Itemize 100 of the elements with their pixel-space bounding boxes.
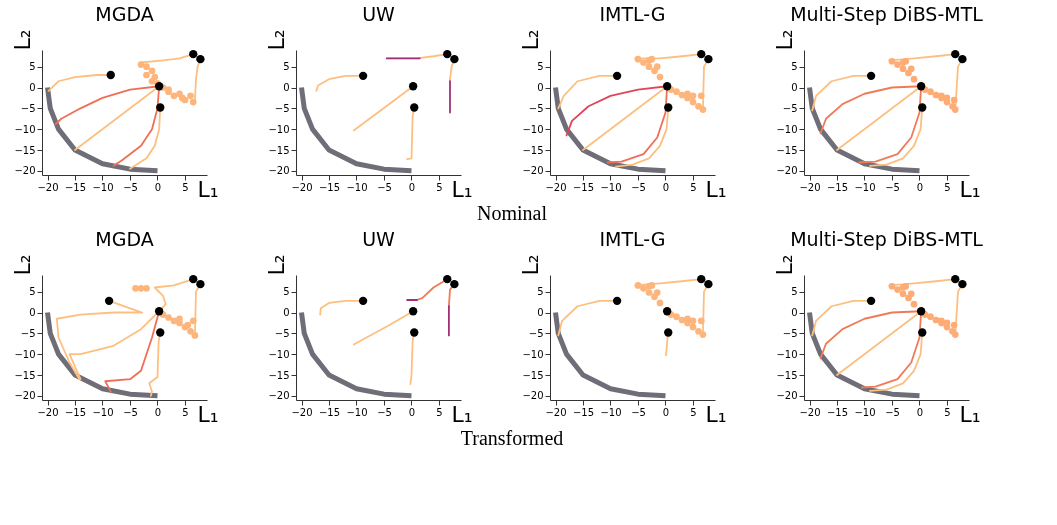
- y-tick-label: −5: [20, 102, 36, 114]
- x-tick-label: −10: [346, 406, 368, 418]
- chart-title: UW: [362, 2, 396, 25]
- y-tick-label: −10: [268, 348, 290, 360]
- x-tick-label: 0: [154, 181, 162, 193]
- x-tick-label: −10: [600, 406, 622, 418]
- y-tick-label: 5: [537, 286, 544, 298]
- x-tick-label: −20: [545, 181, 567, 193]
- chart-title: MGDA: [95, 2, 154, 25]
- y-axis-title: L₂: [263, 29, 289, 51]
- x-tick-label: 0: [662, 181, 670, 193]
- x-tick-label: −20: [799, 181, 821, 193]
- x-axis-title: L₁: [705, 401, 727, 427]
- y-tick-label: −10: [522, 123, 544, 135]
- x-tick-label: −20: [291, 181, 313, 193]
- x-axis-title: L₁: [451, 176, 473, 202]
- x-tick-label: −15: [318, 181, 341, 193]
- x-axis-title: L₁: [197, 401, 219, 427]
- y-tick-label: −15: [776, 369, 798, 381]
- y-tick-label: 0: [537, 82, 544, 93]
- y-tick-label: −15: [14, 144, 36, 156]
- x-tick-label: −5: [631, 406, 646, 418]
- y-tick-label: −5: [274, 327, 290, 339]
- x-tick-label: −20: [291, 406, 313, 418]
- y-axis-title: L₂: [517, 29, 543, 51]
- y-axis-title: L₂: [517, 254, 543, 276]
- x-tick-label: 5: [436, 181, 443, 193]
- x-tick-label: −10: [854, 181, 876, 193]
- y-axis-title: L₂: [9, 29, 35, 51]
- x-tick-label: −10: [854, 406, 876, 418]
- y-tick-label: 0: [283, 82, 290, 93]
- x-tick-label: 0: [408, 181, 416, 193]
- y-tick-label: 0: [791, 82, 798, 93]
- x-tick-label: −5: [377, 181, 392, 193]
- y-tick-label: 0: [791, 307, 798, 318]
- text: Nominal: [477, 202, 548, 224]
- x-axis-title: L₁: [451, 401, 473, 427]
- y-tick-label: −15: [522, 144, 544, 156]
- chart-title: MGDA: [95, 227, 154, 250]
- y-tick-label: 0: [537, 307, 544, 318]
- y-tick-label: −20: [776, 390, 798, 402]
- x-tick-label: 5: [182, 181, 189, 193]
- x-tick-label: −5: [885, 406, 900, 418]
- y-tick-label: 5: [791, 61, 798, 73]
- y-tick-label: −10: [776, 123, 798, 135]
- x-tick-label: 5: [436, 406, 443, 418]
- x-axis-title: L₁: [959, 176, 981, 202]
- y-tick-label: −10: [522, 348, 544, 360]
- y-tick-label: 5: [283, 286, 290, 298]
- x-tick-label: 5: [182, 406, 189, 418]
- y-tick-label: 5: [29, 286, 36, 298]
- x-tick-label: −10: [346, 181, 368, 193]
- y-axis-title: L₂: [771, 254, 797, 276]
- x-tick-label: −20: [545, 406, 567, 418]
- x-tick-label: −10: [92, 181, 114, 193]
- text: Transformed: [460, 427, 564, 449]
- x-tick-label: −5: [123, 406, 138, 418]
- x-tick-label: −15: [572, 406, 595, 418]
- x-tick-label: −15: [826, 406, 849, 418]
- x-tick-label: −10: [600, 181, 622, 193]
- y-tick-label: −20: [14, 165, 36, 177]
- y-tick-label: −10: [14, 123, 36, 135]
- y-tick-label: −15: [776, 144, 798, 156]
- y-tick-label: −20: [522, 390, 544, 402]
- x-tick-label: −5: [377, 406, 392, 418]
- y-tick-label: 0: [29, 82, 36, 93]
- chart-title: IMTL-G: [599, 2, 666, 25]
- y-tick-label: 0: [283, 307, 290, 318]
- y-axis-title: L₂: [263, 254, 289, 276]
- x-tick-label: −10: [92, 406, 114, 418]
- x-tick-label: −15: [64, 181, 87, 193]
- x-tick-label: 0: [408, 406, 416, 418]
- y-tick-label: −20: [268, 165, 290, 177]
- x-tick-label: −5: [885, 181, 900, 193]
- x-tick-label: −15: [64, 406, 87, 418]
- x-tick-label: 0: [154, 406, 162, 418]
- y-tick-label: −5: [528, 102, 544, 114]
- y-tick-label: −20: [776, 165, 798, 177]
- x-axis-title: L₁: [197, 176, 219, 202]
- y-tick-label: −5: [274, 102, 290, 114]
- x-tick-label: −15: [318, 406, 341, 418]
- y-tick-label: −10: [268, 123, 290, 135]
- x-tick-label: −20: [37, 406, 59, 418]
- y-tick-label: −15: [522, 369, 544, 381]
- y-axis-title: L₂: [771, 29, 797, 51]
- x-tick-label: −20: [799, 406, 821, 418]
- y-tick-label: −20: [268, 390, 290, 402]
- y-tick-label: −15: [268, 369, 290, 381]
- x-tick-label: 0: [662, 406, 670, 418]
- x-tick-label: 5: [944, 406, 951, 418]
- y-tick-label: −10: [776, 348, 798, 360]
- y-tick-label: −5: [20, 327, 36, 339]
- x-tick-label: 5: [690, 406, 697, 418]
- x-tick-label: 5: [690, 181, 697, 193]
- y-axis-title: L₂: [9, 254, 35, 276]
- x-tick-label: 0: [916, 181, 924, 193]
- y-tick-label: −15: [268, 144, 290, 156]
- chart-title: UW: [362, 227, 396, 250]
- x-tick-label: −5: [123, 181, 138, 193]
- y-tick-label: −5: [528, 327, 544, 339]
